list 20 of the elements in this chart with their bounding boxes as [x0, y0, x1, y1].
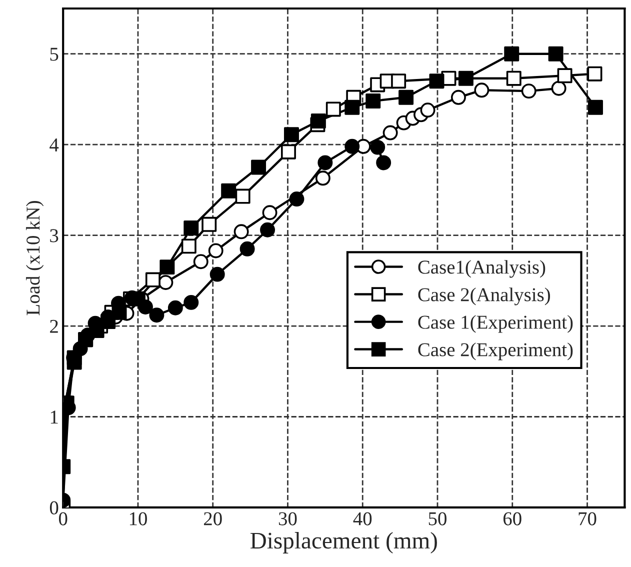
y-axis-title: Load (x10 kN)	[26, 201, 44, 316]
y-tick-label: 2	[50, 320, 58, 333]
x-tick-label: 0	[58, 512, 68, 526]
y-tick-label: 1	[50, 410, 58, 424]
x-tick-label: 60	[503, 512, 522, 526]
x-tick-label: 30	[278, 512, 297, 526]
x-axis-title: Displacement (mm)	[250, 532, 437, 554]
x-tick-label: 50	[428, 512, 446, 526]
legend-label: Case 2(Analysis)	[418, 288, 550, 306]
x-tick-label: 70	[578, 512, 596, 526]
legend-label: Case 2(Experiment)	[418, 342, 573, 360]
x-tick-label: 10	[130, 512, 147, 526]
legend-label: Case 1(Experiment)	[418, 315, 573, 333]
legend-label: Case1(Analysis)	[418, 260, 546, 278]
y-tick-label: 5	[50, 48, 58, 61]
y-tick-label: 4	[50, 138, 59, 152]
x-tick-label: 20	[204, 512, 222, 526]
y-tick-label: 0	[50, 501, 58, 514]
y-tick-label: 3	[50, 229, 58, 242]
x-tick-label: 40	[353, 512, 372, 526]
